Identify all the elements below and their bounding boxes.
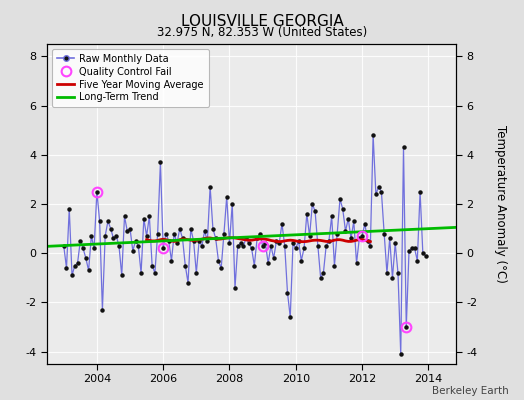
Y-axis label: Temperature Anomaly (°C): Temperature Anomaly (°C) [494,125,507,283]
Text: Berkeley Earth: Berkeley Earth [432,386,508,396]
Text: LOUISVILLE GEORGIA: LOUISVILLE GEORGIA [181,14,343,29]
Text: 32.975 N, 82.353 W (United States): 32.975 N, 82.353 W (United States) [157,26,367,39]
Legend: Raw Monthly Data, Quality Control Fail, Five Year Moving Average, Long-Term Tren: Raw Monthly Data, Quality Control Fail, … [52,49,209,107]
